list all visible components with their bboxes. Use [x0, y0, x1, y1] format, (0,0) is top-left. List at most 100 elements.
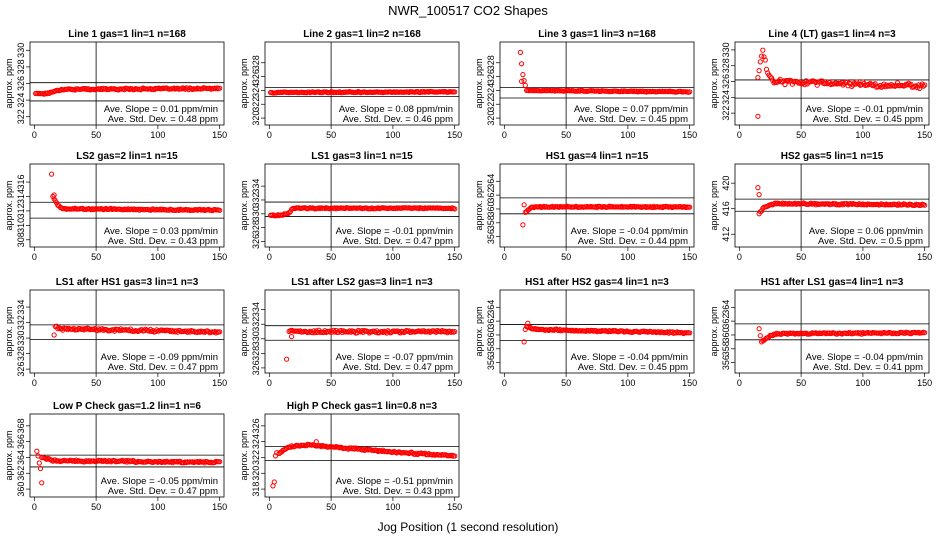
- plot-frame: [734, 163, 930, 248]
- data-point: [756, 192, 762, 198]
- panel-title: Low P Check gas=1.2 lin=1 n=6: [53, 401, 201, 412]
- x-tick-label: 50: [326, 130, 336, 140]
- y-tick-label: 364: [721, 300, 731, 315]
- panel-title: LS1 gas=3 lin=1 n=15: [311, 151, 413, 162]
- x-tick-label: 100: [620, 378, 635, 388]
- x-tick-label: 50: [561, 378, 571, 388]
- data-point: [272, 453, 279, 459]
- y-axis-label: approx. ppm: [709, 58, 719, 108]
- x-tick-label: 100: [150, 252, 165, 262]
- y-tick-label: 416: [721, 201, 731, 216]
- std-dev-annotation: Ave. Std. Dev. = 0.47 ppm: [108, 362, 218, 373]
- y-tick-label: 356: [486, 355, 496, 370]
- y-tick-label: 360: [486, 327, 496, 342]
- x-tick-label: 0: [267, 130, 272, 140]
- x-tick-label: 150: [917, 130, 932, 140]
- data-point: [856, 81, 862, 87]
- x-tick-label: 150: [917, 252, 932, 262]
- data-point: [274, 450, 280, 456]
- y-tick-label: 320: [251, 111, 261, 126]
- y-tick-label: 362: [16, 466, 26, 481]
- x-tick-label: 0: [32, 378, 37, 388]
- y-tick-label: 366: [16, 434, 26, 449]
- panel-11: HS1 after HS2 gas=4 lin=1 n=3 0 50 100 150 35…: [474, 277, 697, 388]
- y-tick-label: 324: [486, 83, 496, 98]
- x-tick-label: 50: [91, 130, 101, 140]
- x-tick-label: 150: [447, 130, 462, 140]
- data-points: [517, 49, 693, 95]
- panel-title: HS1 gas=4 lin=1 n=15: [546, 151, 649, 162]
- x-tick-label: 100: [855, 130, 870, 140]
- data-point: [799, 81, 805, 87]
- plot-frame: [264, 413, 460, 498]
- x-tick-label: 0: [502, 130, 507, 140]
- data-point: [525, 320, 531, 326]
- data-point: [902, 83, 908, 89]
- y-tick-label: 362: [486, 188, 496, 203]
- y-tick-label: 322: [251, 450, 261, 465]
- std-dev-annotation: Ave. Std. Dev. = 0.45 ppm: [813, 114, 923, 125]
- y-tick-label: 326: [486, 69, 496, 84]
- data-point: [51, 192, 57, 198]
- x-tick-label: 100: [385, 502, 400, 512]
- data-point: [438, 329, 444, 335]
- panel-title: Line 3 gas=1 lin=3 n=168: [538, 29, 656, 40]
- y-tick-label: 330: [16, 43, 26, 58]
- data-points: [521, 320, 693, 345]
- panel-title: Line 2 gas=1 lin=2 n=168: [303, 29, 421, 40]
- data-point: [452, 453, 458, 459]
- x-tick-label: 50: [796, 130, 806, 140]
- data-point: [521, 78, 527, 84]
- y-tick-label: 368: [16, 418, 26, 433]
- slope-annotation: Ave. Slope = -0.04 ppm/min: [571, 352, 688, 363]
- plot-frame: [499, 41, 695, 126]
- y-tick-label: 328: [251, 220, 261, 235]
- data-point: [760, 47, 766, 53]
- data-point: [284, 356, 290, 362]
- y-tick-label: 332: [251, 192, 261, 207]
- data-point: [289, 334, 295, 340]
- data-points: [268, 205, 458, 219]
- y-tick-label: 312: [16, 203, 26, 218]
- slope-annotation: Ave. Slope = 0.07 ppm/min: [574, 104, 688, 115]
- panel-title: HS2 gas=5 lin=1 n=15: [781, 151, 884, 162]
- x-tick-label: 50: [796, 252, 806, 262]
- y-tick-label: 328: [721, 58, 731, 73]
- data-point: [271, 479, 277, 485]
- y-axis-label: approx. ppm: [4, 58, 14, 108]
- y-tick-label: 356: [486, 229, 496, 244]
- y-tick-label: 358: [486, 341, 496, 356]
- figure-title: NWR_100517 CO2 Shapes: [388, 3, 548, 18]
- data-point: [58, 326, 65, 332]
- y-axis-label: approx. ppm: [239, 306, 249, 356]
- x-tick-label: 100: [150, 378, 165, 388]
- y-tick-label: 322: [16, 109, 26, 124]
- x-tick-label: 50: [326, 252, 336, 262]
- y-tick-label: 330: [251, 331, 261, 346]
- data-point: [521, 202, 527, 208]
- x-tick-label: 150: [447, 378, 462, 388]
- panel-14: High P Check gas=1 lin=0.8 n=3 0 50 100 150 3…: [239, 401, 462, 512]
- plot-frame: [734, 41, 930, 126]
- y-axis-label: approx. ppm: [4, 306, 14, 356]
- data-point: [287, 209, 293, 215]
- panel-4: Line 4 (LT) gas=1 lin=4 n=30 50 100 1503223…: [709, 29, 932, 140]
- data-points: [755, 47, 928, 119]
- x-tick-label: 100: [620, 130, 635, 140]
- y-tick-label: 360: [721, 327, 731, 342]
- x-tick-label: 0: [267, 502, 272, 512]
- data-point: [39, 480, 45, 486]
- y-axis-label: approx. ppm: [474, 306, 484, 356]
- y-tick-label: 322: [721, 106, 731, 121]
- y-tick-label: 308: [16, 232, 26, 247]
- y-tick-label: 324: [721, 90, 731, 105]
- y-tick-label: 334: [251, 179, 261, 194]
- std-dev-annotation: Ave. Std. Dev. = 0.47 ppm: [343, 362, 453, 373]
- std-dev-annotation: Ave. Std. Dev. = 0.45 ppm: [578, 362, 688, 373]
- x-tick-label: 0: [32, 252, 37, 262]
- plot-frame: [264, 163, 460, 248]
- data-point: [452, 206, 458, 212]
- y-axis-label: approx. ppm: [239, 180, 249, 230]
